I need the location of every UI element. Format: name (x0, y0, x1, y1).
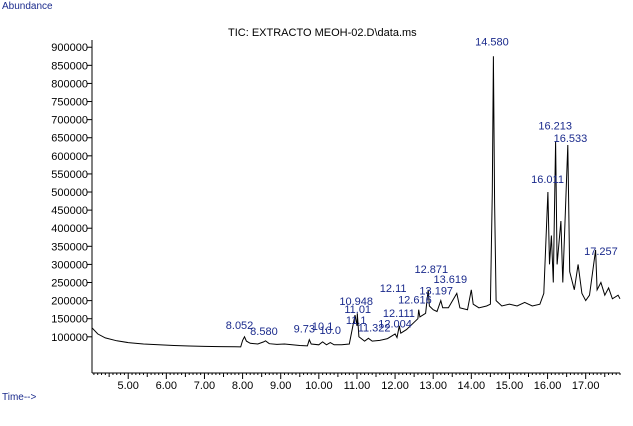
y-tick-label: 600000 (51, 151, 88, 163)
peak-label: 10.1 (312, 321, 333, 333)
y-tick-label: 150000 (51, 314, 88, 326)
x-tick-label: 13.00 (419, 380, 447, 392)
peak-label: 11.01 (344, 304, 371, 316)
x-tick-label: 6.00 (156, 380, 177, 392)
x-tick-label: 7.00 (194, 380, 215, 392)
y-tick-label: 650000 (51, 133, 88, 145)
x-tick-label: 16.00 (534, 380, 562, 392)
y-tick-label: 100000 (51, 332, 88, 344)
x-axis-label: Time--> (2, 392, 37, 403)
x-tick-label: 10.00 (305, 380, 333, 392)
x-tick-label: 8.00 (232, 380, 253, 392)
x-tick-label: 15.00 (496, 380, 524, 392)
peak-label: 14.580 (475, 37, 509, 49)
y-tick-label: 800000 (51, 78, 88, 90)
peak-label: 8.052 (226, 320, 254, 332)
y-tick-label: 750000 (51, 97, 88, 109)
x-tick-label: 12.00 (381, 380, 409, 392)
peak-label: 12.111 (383, 308, 415, 320)
y-tick-label: 900000 (51, 42, 88, 54)
y-tick-label: 450000 (51, 205, 88, 217)
y-tick-label: 700000 (51, 115, 88, 127)
chart-title: TIC: EXTRACTO MEOH-02.D\data.ms (228, 27, 417, 39)
tic-trace-line (91, 56, 621, 348)
peak-label: 11.1 (346, 315, 367, 327)
y-tick-label: 850000 (51, 60, 88, 72)
x-tick-label: 17.00 (572, 380, 600, 392)
plot-area: 100000 150000 200000 250000 300000 350000 4000… (51, 37, 621, 392)
peak-label: 11.322 (358, 323, 391, 335)
x-tick-label: 11.00 (344, 380, 371, 392)
peak-label: 16.011 (531, 174, 564, 186)
y-tick-label: 400000 (51, 223, 88, 235)
peak-label: 16.213 (538, 120, 572, 132)
y-tick-label: 350000 (51, 241, 88, 253)
peak-label: 16.533 (554, 133, 588, 145)
y-tick-label: 550000 (51, 169, 88, 181)
peak-label: 12.11 (380, 283, 407, 295)
x-tick-label: 14.00 (458, 380, 486, 392)
peak-label: 13.197 (419, 285, 453, 297)
peak-label: 10.948 (339, 296, 373, 308)
y-tick-label: 500000 (51, 187, 88, 199)
peak-label: 9.73 (294, 324, 315, 336)
peak-label: 8.580 (250, 326, 278, 338)
y-tick-label: 300000 (51, 259, 88, 271)
peak-label: 10.0 (320, 325, 341, 337)
x-tick-label: 9.00 (270, 380, 291, 392)
y-axis-label: Abundance (2, 1, 53, 12)
peak-label: 13.619 (434, 274, 468, 286)
x-tick-label: 5.00 (118, 380, 139, 392)
y-tick-label: 200000 (51, 296, 88, 308)
y-tick-label: 250000 (51, 278, 88, 290)
peak-label: 12.004 (378, 318, 412, 330)
peak-label: 12.616 (398, 294, 432, 306)
peak-label: 17.257 (584, 246, 618, 258)
peak-label: 12.871 (414, 264, 448, 276)
